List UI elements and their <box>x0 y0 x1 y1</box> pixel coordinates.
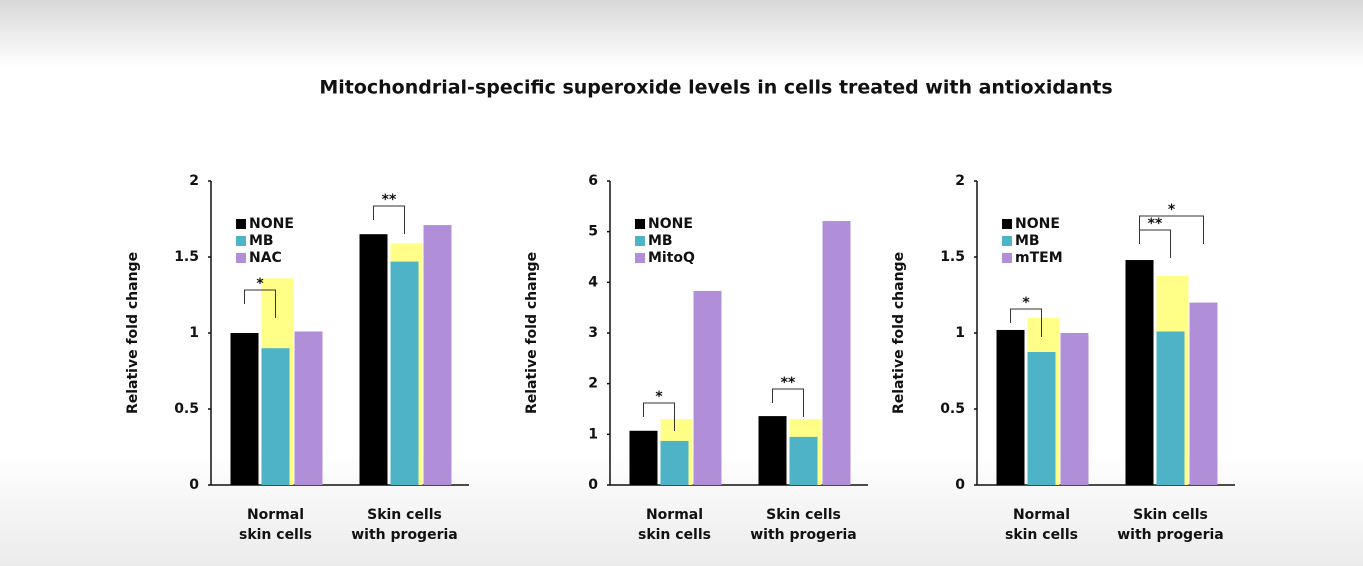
y-tick-label: 5 <box>588 224 598 240</box>
x-tick-label: skin cells <box>638 527 711 543</box>
x-tick-label: Skin cells <box>367 507 442 523</box>
bar <box>261 348 290 485</box>
significance-bracket <box>373 205 405 234</box>
significance-bracket <box>772 388 804 417</box>
x-tick-label: with progeria <box>750 527 856 543</box>
significance-bracket <box>244 289 276 318</box>
bar <box>1060 333 1089 485</box>
bar <box>822 221 851 485</box>
bar <box>996 329 1025 485</box>
y-tick-label: 4 <box>588 274 598 290</box>
y-tick-label: 2 <box>588 376 598 392</box>
x-tick-label: skin cells <box>1005 527 1078 543</box>
y-tick-label: 0.5 <box>174 401 199 417</box>
legend-label: MB <box>249 233 274 249</box>
legend-label: NONE <box>648 216 693 232</box>
significance-label: * <box>655 389 663 405</box>
y-tick-label: 2 <box>189 173 199 189</box>
legend-swatch <box>236 253 246 263</box>
y-tick-label: 1 <box>588 426 598 442</box>
bar <box>693 290 722 485</box>
significance-label: * <box>1168 202 1176 218</box>
legend-label: MB <box>648 233 673 249</box>
y-tick-label: 1.5 <box>940 249 965 265</box>
legend-label: MB <box>1015 233 1040 249</box>
y-tick-label: 0.5 <box>940 401 965 417</box>
bar <box>423 225 452 485</box>
legend-swatch <box>236 236 246 246</box>
legend-swatch <box>1002 253 1012 263</box>
bar <box>629 430 658 485</box>
legend-label: NAC <box>249 250 282 266</box>
bar <box>758 416 787 485</box>
legend-swatch <box>635 219 645 229</box>
x-tick-label: with progeria <box>1117 527 1223 543</box>
x-tick-label: skin cells <box>239 527 312 543</box>
bar <box>359 234 388 485</box>
significance-label: ** <box>1148 216 1163 232</box>
legend-label: MitoQ <box>648 250 695 266</box>
y-tick-label: 0 <box>588 477 598 493</box>
y-axis-label: Relative fold change <box>524 252 540 414</box>
significance-label: * <box>1022 295 1030 311</box>
legend-swatch <box>1002 236 1012 246</box>
legend-label: NONE <box>249 216 294 232</box>
y-tick-label: 1.5 <box>174 249 199 265</box>
bar <box>1189 302 1218 485</box>
x-tick-label: with progeria <box>351 527 457 543</box>
legend-swatch <box>635 236 645 246</box>
x-tick-label: Skin cells <box>766 507 841 523</box>
y-axis-label: Relative fold change <box>125 252 141 414</box>
y-axis-label: Relative fold change <box>891 252 907 414</box>
x-tick-label: Normal <box>247 507 304 523</box>
y-tick-label: 3 <box>588 325 598 341</box>
significance-bracket <box>1139 215 1204 244</box>
significance-label: ** <box>382 192 397 208</box>
y-tick-label: 1 <box>955 325 965 341</box>
bar <box>789 436 818 485</box>
y-tick-label: 0 <box>189 477 199 493</box>
significance-bracket <box>1010 308 1042 337</box>
significance-label: ** <box>781 375 796 391</box>
legend-label: mTEM <box>1015 250 1063 266</box>
significance-label: * <box>256 276 264 292</box>
y-tick-label: 6 <box>588 173 598 189</box>
y-tick-label: 2 <box>955 173 965 189</box>
y-tick-label: 0 <box>955 477 965 493</box>
bar <box>294 331 323 485</box>
x-tick-label: Normal <box>1013 507 1070 523</box>
significance-bracket <box>643 402 675 431</box>
bar <box>230 333 259 485</box>
bar <box>1125 260 1154 485</box>
legend-swatch <box>1002 219 1012 229</box>
slide-title: Mitochondrial-specific superoxide levels… <box>319 77 1112 99</box>
y-tick-label: 1 <box>189 325 199 341</box>
legend-label: NONE <box>1015 216 1060 232</box>
bar <box>1027 352 1056 485</box>
bar <box>1156 331 1185 485</box>
significance-bracket <box>1139 229 1171 258</box>
x-tick-label: Skin cells <box>1133 507 1208 523</box>
bar <box>390 261 419 485</box>
x-tick-label: Normal <box>646 507 703 523</box>
legend-swatch <box>635 253 645 263</box>
legend-swatch <box>236 219 246 229</box>
bar <box>660 440 689 485</box>
